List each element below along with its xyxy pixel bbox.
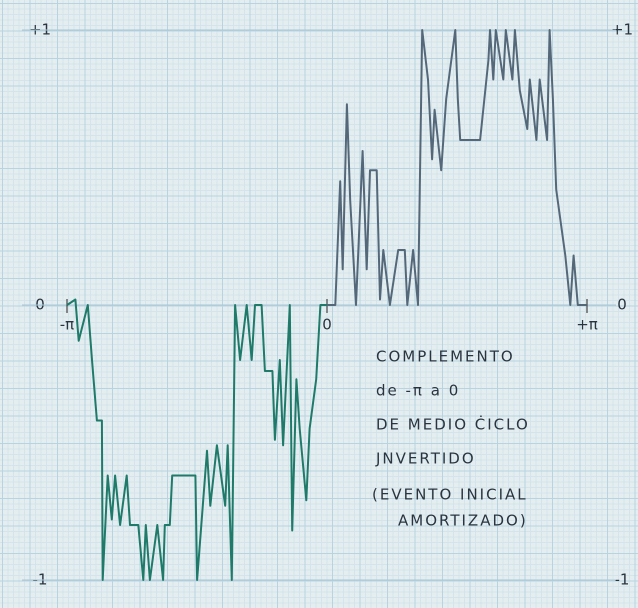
annotation: de -π a 0	[376, 382, 460, 400]
line-series	[67, 300, 327, 581]
annotation: JNVERTIDO	[375, 450, 476, 468]
x-tick-label: +π	[576, 316, 598, 334]
annotation: COMPLEMENTO	[376, 348, 515, 366]
annotation: AMORTIZADO)	[398, 512, 528, 530]
x-tick-label: -π	[60, 316, 74, 334]
graph-paper: +1+100-1-1-π0+πCOMPLEMENTOde -π a 0DE ME…	[0, 0, 638, 608]
y-tick-label-right: -1	[615, 571, 630, 589]
y-tick-label-right: 0	[617, 296, 627, 314]
chart: +1+100-1-1-π0+πCOMPLEMENTOde -π a 0DE ME…	[0, 0, 638, 608]
annotation: DE MEDIO ĊICLO	[376, 415, 530, 434]
line-series	[327, 30, 587, 305]
annotation: (EVENTO INICIAL	[372, 486, 528, 504]
x-tick-label: 0	[322, 316, 332, 334]
